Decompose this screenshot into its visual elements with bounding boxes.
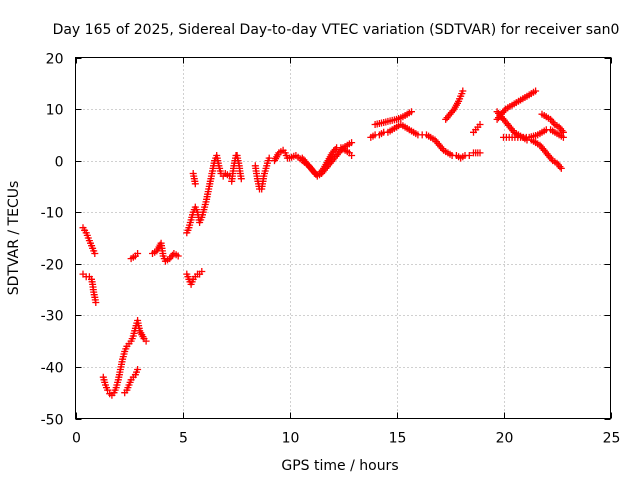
data-point (265, 154, 273, 162)
data-point (557, 164, 565, 172)
y-tick-label: 0 (55, 155, 64, 171)
data-point (465, 152, 473, 159)
data-point (237, 175, 245, 183)
data-point (532, 87, 540, 95)
x-axis-label: GPS time / hours (281, 458, 398, 474)
data-point (191, 180, 199, 188)
y-tick-label: -20 (41, 258, 64, 274)
data-point (142, 337, 150, 345)
data-point (559, 128, 567, 136)
data-point (104, 386, 112, 394)
data-point (174, 252, 182, 260)
data-point (134, 366, 142, 373)
x-tick-label: 0 (72, 431, 81, 447)
plot-frame (75, 57, 611, 419)
chart-title: Day 165 of 2025, Sidereal Day-to-day VTE… (53, 22, 620, 38)
data-point (92, 299, 100, 306)
y-tick-label: 10 (46, 103, 64, 119)
data-point (134, 250, 142, 257)
x-tick-label: 15 (389, 431, 407, 447)
y-tick-label: -40 (41, 361, 64, 377)
data-point (408, 108, 415, 116)
data-point (348, 152, 356, 159)
x-tick-label: 20 (496, 431, 514, 447)
y-tick-label: 20 (46, 52, 64, 68)
data-point (198, 268, 206, 275)
axis-ticks: 0 5 10 15 20 25 -50 -40 -30 -20 -10 0 10 20 (41, 52, 621, 447)
data-points (79, 87, 567, 399)
data-point (476, 149, 484, 157)
y-tick-label: -50 (41, 413, 64, 429)
y-tick-label: -10 (41, 206, 64, 222)
data-point (459, 87, 467, 95)
x-tick-label: 25 (603, 431, 621, 447)
data-point (348, 139, 356, 147)
data-point (476, 121, 484, 128)
y-axis-label: SDTVAR / TECUs (6, 181, 22, 296)
x-tick-label: 5 (179, 431, 188, 447)
data-point (91, 250, 99, 257)
grid-lines (75, 57, 611, 419)
x-tick-label: 10 (282, 431, 300, 447)
y-tick-label: -30 (41, 309, 64, 325)
